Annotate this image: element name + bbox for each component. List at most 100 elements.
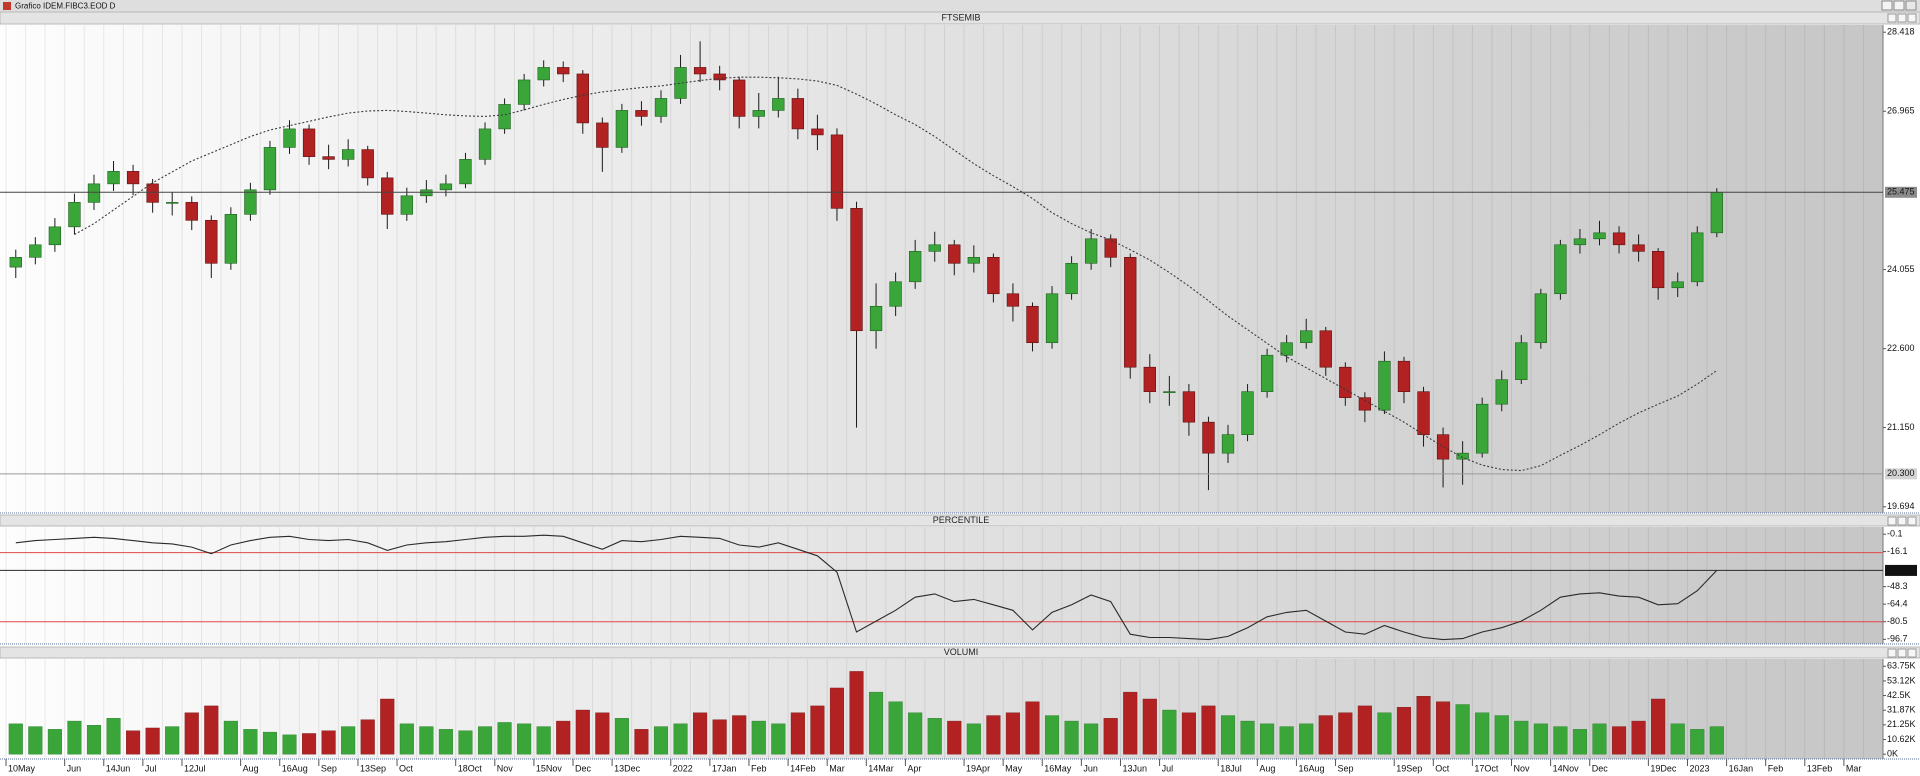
volume-bar — [106, 718, 121, 755]
volume-bar — [282, 734, 297, 755]
candle-body — [478, 128, 492, 160]
volume-bar — [790, 712, 805, 755]
x-tick-label: Apr — [907, 763, 921, 773]
volume-bar — [1260, 723, 1275, 755]
volume-bar — [47, 729, 62, 755]
maximize-button[interactable] — [1893, 0, 1905, 11]
candle-body — [1280, 342, 1293, 356]
candle-body — [1339, 366, 1352, 398]
candle-body — [674, 67, 687, 99]
volume-bar — [1592, 723, 1607, 755]
volume-bar — [595, 712, 610, 755]
candle-body — [341, 149, 355, 160]
candle-body — [1124, 257, 1137, 368]
volume-bar — [1670, 723, 1685, 755]
volume-bar — [849, 671, 864, 755]
y-tick-label: 22.600 — [1887, 343, 1915, 353]
volume-bar — [223, 720, 238, 755]
volume-bar — [1299, 723, 1314, 755]
marker-box — [1885, 186, 1917, 198]
candle-body — [733, 79, 746, 117]
volume-bar — [204, 705, 219, 755]
volume-bar — [771, 723, 786, 755]
marker-box — [1885, 564, 1917, 576]
volume-bar — [360, 719, 375, 755]
candle-body — [517, 79, 531, 105]
minimize-button[interactable] — [1881, 0, 1893, 11]
volume-bar — [810, 705, 825, 755]
volume-bar — [614, 718, 629, 755]
panel-button[interactable] — [1907, 13, 1917, 23]
y-tick-label: 10.62K — [1887, 734, 1916, 744]
panel-button[interactable] — [1897, 13, 1907, 23]
volume-bar — [28, 726, 43, 755]
x-tick-label: Feb — [1768, 763, 1784, 773]
x-tick-label: 13Dec — [614, 763, 641, 773]
x-tick-label: Mar — [829, 763, 845, 773]
x-tick-label: 16Aug — [282, 763, 308, 773]
volume-bar — [1123, 691, 1138, 755]
candle-body — [1691, 232, 1704, 283]
panel-title: FTSEMIB — [941, 12, 980, 22]
candle-body — [1163, 391, 1176, 393]
x-tick-label: 15Nov — [536, 763, 563, 773]
candle-body — [987, 257, 1000, 295]
volume-bar — [1318, 715, 1333, 755]
candle-body — [439, 183, 453, 191]
candle-body — [381, 177, 394, 215]
x-tick-label: Jul — [1162, 763, 1174, 773]
candle-body — [1671, 281, 1684, 289]
marker-label: -33.4 — [1887, 565, 1908, 575]
window-title: Grafico IDEM.FIBC3.EOD D — [15, 2, 116, 11]
candle-body — [791, 98, 805, 130]
volume-bar — [986, 715, 1001, 755]
panel-button[interactable] — [1907, 648, 1917, 658]
volume-bar — [653, 726, 669, 755]
x-tick-label: 2023 — [1689, 763, 1709, 773]
volume-bar — [1025, 701, 1040, 755]
marker-label: 20.300 — [1887, 468, 1915, 478]
candle-body — [1710, 191, 1723, 234]
volume-bar — [1338, 712, 1353, 755]
x-tick-label: 19Sep — [1396, 763, 1422, 773]
candle-body — [263, 147, 277, 191]
y-tick-label: 21.25K — [1887, 719, 1916, 729]
candle-body — [830, 134, 844, 209]
candle-body — [68, 202, 81, 228]
x-tick-label: 14Mar — [868, 763, 894, 773]
panel-background — [0, 527, 1883, 644]
panel-button[interactable] — [1887, 648, 1897, 658]
x-tick-label: 14Nov — [1553, 763, 1580, 773]
volume-bar — [1416, 696, 1431, 755]
panel-button[interactable] — [1897, 516, 1907, 526]
close-button[interactable] — [1905, 0, 1917, 11]
x-tick-label: Jun — [67, 763, 82, 773]
y-tick-label: -64.4 — [1887, 599, 1908, 609]
candle-body — [459, 159, 472, 185]
panel-button[interactable] — [1907, 516, 1917, 526]
moving-average — [74, 76, 1718, 472]
y-tick-label: -80.5 — [1887, 616, 1908, 626]
volume-bar — [1690, 729, 1705, 755]
volume-bar — [1064, 720, 1079, 755]
candle-body — [48, 226, 62, 246]
x-tick-label: Aug — [243, 763, 259, 773]
y-tick-label: 21.150 — [1887, 422, 1915, 432]
candle-body — [1554, 244, 1567, 295]
x-tick-label: Nov — [497, 763, 514, 773]
volume-bar — [184, 712, 199, 755]
panel-button[interactable] — [1887, 516, 1897, 526]
panel-button[interactable] — [1887, 13, 1897, 23]
y-tick-label: 28.418 — [1887, 27, 1915, 37]
window-controls[interactable] — [1881, 0, 1917, 11]
candle-body — [1182, 391, 1196, 423]
y-tick-label: 63.75K — [1887, 661, 1916, 671]
x-tick-label: 17Jan — [712, 763, 737, 773]
panel-button[interactable] — [1897, 648, 1907, 658]
candle-body — [1045, 293, 1059, 344]
volume-bar — [556, 720, 571, 755]
candle-body — [166, 202, 179, 204]
x-tick-label: 16Jan — [1729, 763, 1754, 773]
volume-bar — [1201, 705, 1216, 755]
volume-bar — [927, 718, 942, 755]
